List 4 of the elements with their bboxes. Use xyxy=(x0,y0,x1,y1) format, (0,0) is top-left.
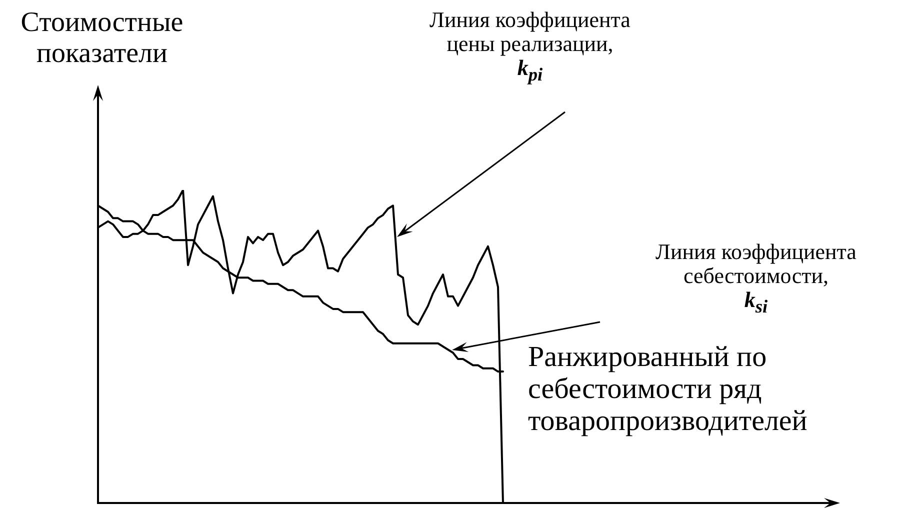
y-axis-title: Стоимостные показатели xyxy=(20,7,184,70)
text: Линия коэффициента себестоимости, k$_{si}$ xyxy=(654,239,858,317)
x-axis-title: Ранжированный по себестоимости ряд товаропроизводителей xyxy=(528,341,808,438)
text: Линия коэффициента цены реализации, k$_{pi}$ xyxy=(428,7,632,85)
